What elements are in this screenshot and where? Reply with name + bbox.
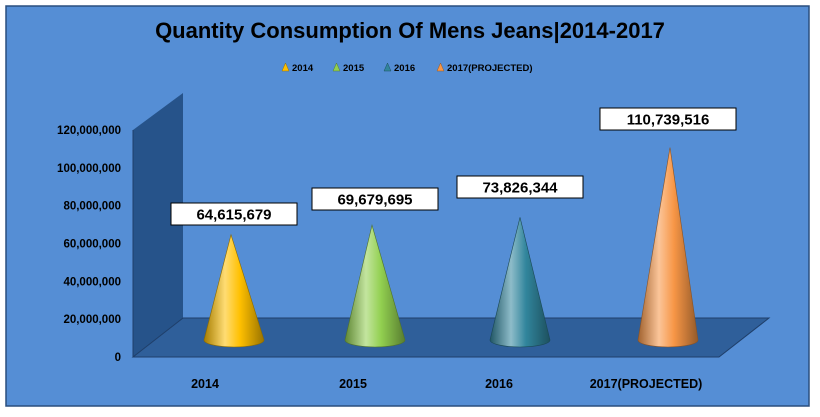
data-label: 69,679,695 — [337, 192, 412, 209]
legend-label: 2016 — [394, 63, 415, 74]
cones — [203, 147, 699, 348]
legend-swatch — [436, 62, 445, 72]
y-tick-label: 60,000,000 — [63, 239, 121, 251]
data-label-box — [311, 187, 439, 211]
floor — [131, 317, 771, 358]
y-tick-label: 20,000,000 — [63, 314, 121, 326]
data-label-box — [599, 107, 737, 131]
x-tick-label: 2016 — [485, 377, 513, 391]
cone-bar — [203, 233, 265, 348]
x-tick-label: 2014 — [191, 377, 219, 391]
y-tick-label: 0 — [115, 352, 121, 364]
y-axis-ticks: 0 20,000,000 40,000,000 60,000,000 80,000,00… — [57, 125, 121, 364]
data-label: 73,826,344 — [482, 180, 558, 197]
x-axis-labels: 2014 2015 2016 2017(PROJECTED) — [191, 377, 702, 391]
x-tick-label: 2017(PROJECTED) — [590, 377, 703, 391]
legend: 2014 2015 2016 2017(PROJECTED) — [281, 62, 533, 74]
legend-swatch — [383, 62, 392, 72]
data-label: 110,739,516 — [627, 112, 710, 129]
data-label-box — [456, 175, 584, 199]
data-label-box — [170, 202, 298, 226]
legend-label: 2015 — [343, 63, 365, 74]
data-labels: 64,615,679 69,679,695 73,826,344 110,739,51… — [170, 107, 737, 226]
data-label: 64,615,679 — [196, 207, 271, 224]
legend-label: 2014 — [292, 63, 314, 74]
x-tick-label: 2015 — [339, 377, 367, 391]
cone-bar — [489, 217, 551, 348]
y-tick-label: 40,000,000 — [63, 276, 121, 288]
y-tick-label: 80,000,000 — [63, 201, 121, 213]
y-tick-label: 120,000,000 — [57, 125, 121, 137]
legend-swatch — [281, 62, 290, 72]
cone-bar — [637, 147, 699, 348]
y-tick-label: 100,000,000 — [57, 163, 121, 175]
chart-title: Quantity Consumption Of Mens Jeans|2014-… — [155, 18, 665, 43]
cone-bar — [344, 224, 406, 348]
legend-swatch — [332, 62, 341, 72]
legend-label: 2017(PROJECTED) — [447, 63, 533, 74]
back-wall — [133, 93, 183, 357]
